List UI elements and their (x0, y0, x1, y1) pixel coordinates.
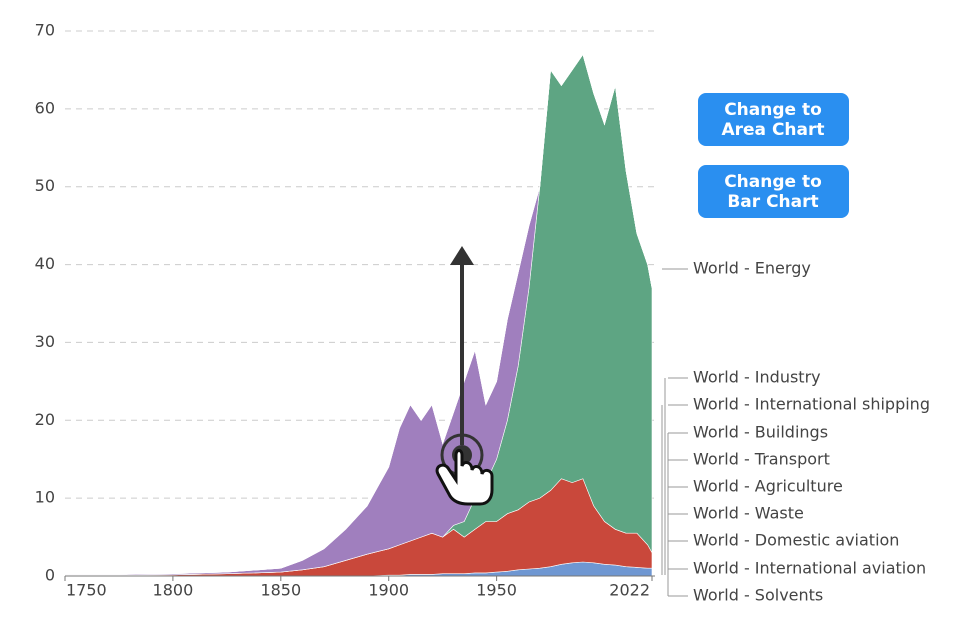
arrow-head (450, 246, 474, 265)
y-tick-label: 30 (35, 332, 55, 351)
legend-label: World - Domestic aviation (693, 531, 899, 550)
button-label[interactable]: Change to (724, 172, 822, 192)
y-tick-label: 20 (35, 410, 55, 429)
x-tick-label: 1950 (476, 581, 517, 600)
y-tick-label: 40 (35, 254, 55, 273)
plot: 0 10 20 30 40 50 60 70 1750 1800 1850 1900 1950 2022 W… (35, 21, 930, 605)
button-bg[interactable] (698, 93, 849, 146)
legend-label: World - Energy (693, 259, 811, 278)
hand-icon (435, 449, 494, 506)
legend-label: World - Transport (693, 450, 830, 469)
y-tick-label: 0 (45, 566, 55, 585)
y-tick-label: 60 (35, 98, 55, 117)
swipe-gesture (435, 246, 494, 506)
area (65, 53, 653, 575)
x-tick-label: 1800 (153, 581, 194, 600)
legend-label: World - International aviation (693, 559, 926, 578)
legend-label: World - International shipping (693, 395, 930, 414)
legend-label: World - Agriculture (693, 477, 843, 496)
y-tick-label: 50 (35, 176, 55, 195)
x-tick-label: 1750 (66, 581, 107, 600)
y-tick-label: 10 (35, 488, 55, 507)
legend-label: World - Waste (693, 504, 804, 523)
x-tick-label: 1900 (368, 581, 409, 600)
area-button[interactable]: Change to Area Chart (698, 93, 849, 146)
button-bg[interactable] (698, 165, 849, 218)
y-tick-label: 70 (35, 21, 55, 40)
button-label[interactable]: Bar Chart (727, 192, 818, 212)
x-tick-label: 2022 (609, 581, 650, 600)
x-tick-label: 1850 (260, 581, 301, 600)
button-label[interactable]: Change to (724, 100, 822, 120)
legend-label: World - Buildings (693, 423, 828, 442)
legend-label: World - Industry (693, 368, 821, 387)
bar-button[interactable]: Change to Bar Chart (698, 165, 849, 218)
legend-label: World - Solvents (693, 586, 823, 605)
button-label[interactable]: Area Chart (721, 120, 824, 140)
